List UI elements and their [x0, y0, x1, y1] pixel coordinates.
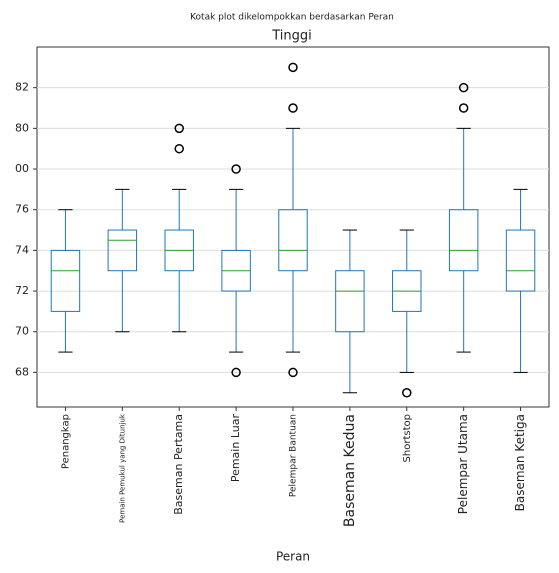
x-tick-label: Shortstop	[402, 414, 413, 462]
y-tick-label: 82	[15, 81, 29, 94]
outlier	[288, 62, 298, 73]
box	[50, 249, 81, 312]
outlier	[174, 143, 184, 154]
x-tick-label: Baseman Pertama	[172, 414, 185, 515]
x-tick-label: Penangkap	[60, 414, 71, 469]
chart-title: Kotak plot dikelompokkan berdasarkan Per…	[190, 13, 394, 23]
x-tick-label: Pemain Pemukul yang Ditunjuk	[118, 413, 126, 523]
outlier	[174, 123, 184, 134]
plot-frame	[36, 46, 550, 408]
box	[107, 229, 138, 272]
x-axis-label: Peran	[276, 550, 310, 564]
x-tick-label: Baseman Ketiga	[513, 414, 527, 511]
box	[505, 229, 536, 292]
outlier	[458, 103, 469, 113]
box	[335, 270, 365, 333]
outlier	[288, 103, 298, 113]
x-tick-label: Pelempar Utama	[456, 414, 470, 514]
y-tick-label: 00	[15, 162, 29, 175]
outlier	[402, 388, 412, 398]
outlier	[231, 164, 241, 174]
box	[448, 209, 479, 272]
y-tick-label: 68	[15, 365, 29, 378]
outlier	[231, 367, 241, 378]
y-tick-label: 76	[15, 203, 29, 216]
y-tick-label: 80	[15, 121, 29, 134]
x-tick-label: Baseman Kedua	[342, 414, 358, 527]
y-tick-label: 74	[15, 243, 29, 256]
outlier	[288, 367, 298, 378]
chart-subtitle: Tinggi	[271, 29, 312, 44]
box	[278, 209, 308, 272]
y-tick-label: 70	[15, 325, 29, 338]
x-tick-label: Pemain Luar	[229, 414, 242, 483]
outlier	[458, 82, 469, 93]
y-tick-label: 72	[15, 284, 29, 297]
x-tick-label: Pelempar Bantuan	[289, 414, 299, 497]
